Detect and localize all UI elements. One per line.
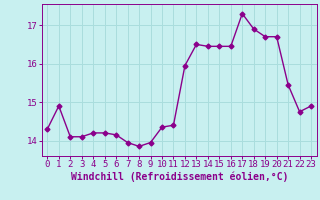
X-axis label: Windchill (Refroidissement éolien,°C): Windchill (Refroidissement éolien,°C) (70, 172, 288, 182)
